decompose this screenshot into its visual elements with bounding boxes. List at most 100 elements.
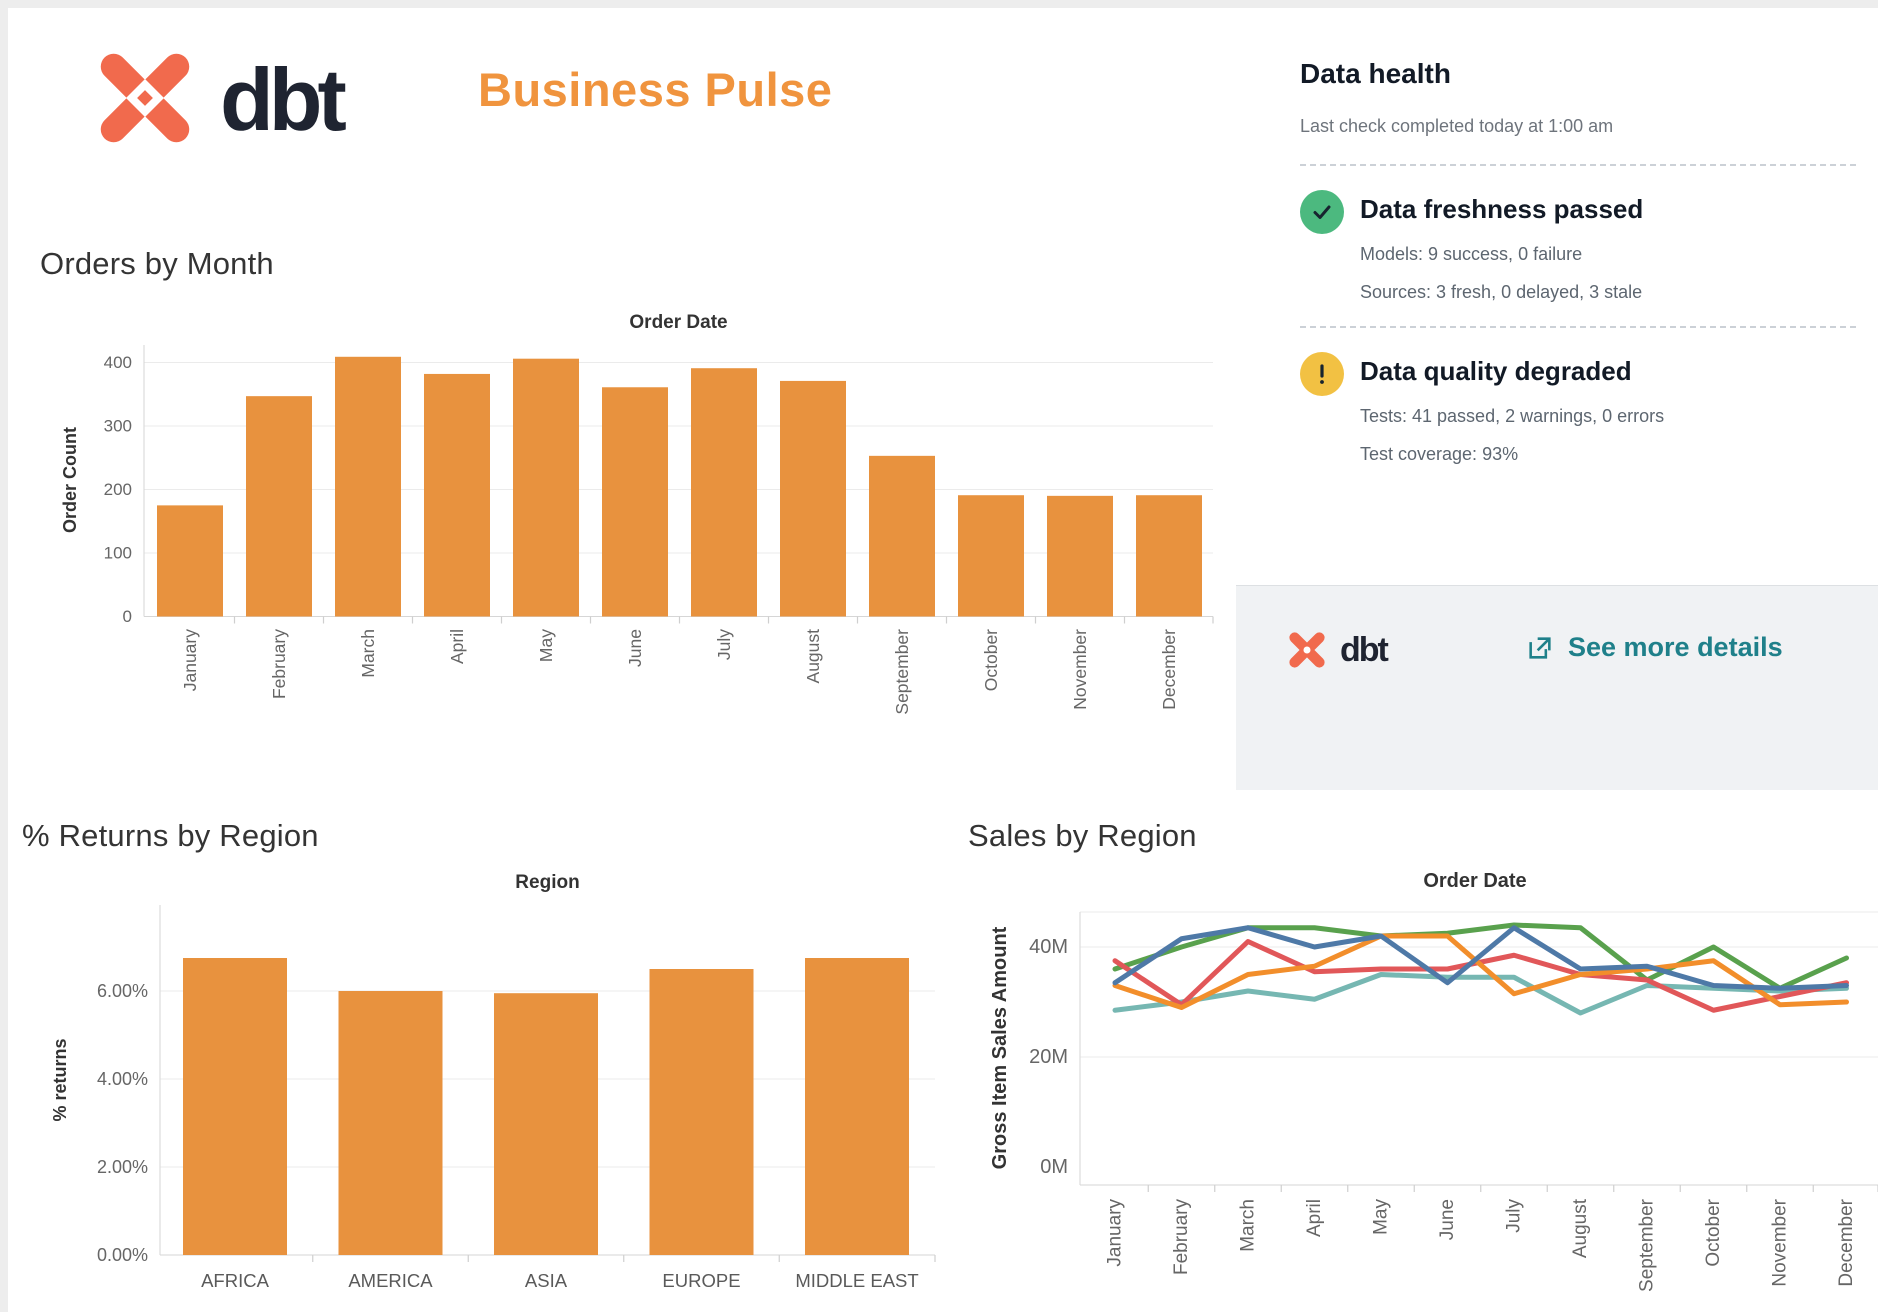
- bar-august[interactable]: [780, 380, 846, 617]
- x-tick-label: August: [1570, 1198, 1591, 1258]
- bar-july[interactable]: [691, 368, 757, 617]
- dbt-logo-icon: [100, 53, 190, 143]
- y-tick-label: 200: [104, 480, 132, 499]
- y-tick-label: 0.00%: [97, 1245, 148, 1265]
- y-axis-title: Gross Item Sales Amount: [989, 926, 1011, 1169]
- data-health-last-check: Last check completed today at 1:00 am: [1300, 116, 1614, 136]
- page-title: Business Pulse: [478, 63, 833, 116]
- x-tick-label: October: [981, 629, 1001, 691]
- bar-september[interactable]: [869, 455, 935, 617]
- y-tick-label: 100: [104, 544, 132, 563]
- data-health-footer: dbt See more details: [1236, 585, 1878, 790]
- x-tick-label: AFRICA: [201, 1270, 270, 1291]
- y-tick-label: 0M: [1040, 1156, 1068, 1178]
- status-warning-badge: [1300, 352, 1344, 396]
- status-detail: Test coverage: 93%: [1360, 444, 1519, 464]
- y-tick-label: 400: [104, 353, 132, 372]
- check-icon: [1313, 205, 1331, 219]
- bar-february[interactable]: [246, 396, 312, 617]
- x-tick-label: June: [625, 629, 645, 667]
- returns-x-axis-title: Region: [515, 872, 580, 893]
- returns-by-region-title: % Returns by Region: [22, 818, 319, 853]
- bar-may[interactable]: [513, 358, 579, 617]
- status-title: Data quality degraded: [1360, 356, 1632, 386]
- dbt-footer-wordmark: dbt: [1340, 630, 1389, 669]
- x-tick-label: May: [536, 629, 556, 662]
- x-tick-label: MIDDLE EAST: [795, 1270, 918, 1291]
- x-tick-label: April: [447, 629, 467, 664]
- see-more-details-link[interactable]: See more details: [1526, 632, 1783, 663]
- see-more-details-label: See more details: [1568, 632, 1783, 662]
- y-tick-label: 2.00%: [97, 1157, 148, 1177]
- dbt-wordmark: dbt: [220, 50, 347, 149]
- x-tick-label: December: [1159, 629, 1179, 710]
- bar-january[interactable]: [157, 505, 223, 617]
- window-left-edge: [0, 0, 8, 1312]
- y-tick-label: 40M: [1029, 936, 1068, 958]
- y-tick-label: 6.00%: [97, 981, 148, 1001]
- x-tick-label: November: [1770, 1198, 1791, 1286]
- sales-x-axis-title: Order Date: [1423, 870, 1527, 892]
- returns-by-region-chart: 0.00% 2.00% 4.00% 6.00% AFRICA AMERICA ASIA EUR…: [50, 905, 936, 1291]
- x-tick-label: April: [1304, 1199, 1325, 1237]
- status-passed-badge: [1300, 190, 1344, 234]
- divider: [1300, 164, 1856, 166]
- x-tick-label: March: [1238, 1199, 1259, 1252]
- y-tick-label: 300: [104, 417, 132, 436]
- dbt-logo-icon: [1289, 632, 1325, 668]
- x-tick-label: February: [1171, 1199, 1192, 1276]
- data-health-title: Data health: [1300, 58, 1451, 89]
- exclamation-icon: [1320, 364, 1324, 384]
- y-axis-title: Order Count: [60, 427, 80, 533]
- bar-april[interactable]: [424, 373, 490, 617]
- x-tick-label: AMERICA: [348, 1270, 433, 1291]
- divider: [1300, 326, 1856, 328]
- bar-asia[interactable]: [494, 993, 598, 1255]
- x-tick-label: June: [1437, 1199, 1458, 1240]
- x-tick-label: February: [269, 629, 289, 699]
- status-title: Data freshness passed: [1360, 194, 1644, 224]
- x-tick-label: January: [1105, 1199, 1126, 1267]
- x-tick-label: ASIA: [525, 1270, 568, 1291]
- bar-america[interactable]: [338, 991, 443, 1255]
- external-link-icon: [1529, 636, 1551, 659]
- sales-by-region-chart: 0M 20M 40M January February March April May June…: [989, 911, 1878, 1292]
- status-detail: Tests: 41 passed, 2 warnings, 0 errors: [1360, 406, 1665, 426]
- bar-europe[interactable]: [649, 969, 754, 1255]
- line-series-blue[interactable]: [1112, 925, 1849, 991]
- orders-by-month-chart: 0 100 200 300 400 January February March April Ma…: [60, 345, 1214, 715]
- bar-africa[interactable]: [183, 958, 287, 1255]
- orders-by-month-title: Orders by Month: [40, 246, 274, 281]
- x-tick-label: August: [803, 629, 823, 684]
- window-top-edge: [0, 0, 1878, 8]
- line-series-orange[interactable]: [1112, 933, 1849, 1010]
- data-health-panel: Data health Last check completed today a…: [1236, 8, 1878, 790]
- bar-june[interactable]: [602, 387, 668, 617]
- x-tick-label: December: [1836, 1198, 1857, 1286]
- bar-december[interactable]: [1136, 495, 1202, 617]
- x-tick-label: January: [180, 629, 200, 692]
- orders-x-axis-title: Order Date: [629, 312, 728, 333]
- bar-november[interactable]: [1047, 495, 1113, 617]
- x-tick-label: November: [1070, 629, 1090, 710]
- bar-march[interactable]: [335, 356, 401, 617]
- line-series-teal[interactable]: [1112, 972, 1849, 1016]
- y-tick-label: 0: [123, 607, 132, 626]
- x-tick-label: July: [1504, 1199, 1525, 1233]
- dbt-footer-logo: dbt: [1284, 628, 1389, 672]
- x-tick-label: EUROPE: [662, 1270, 740, 1291]
- x-tick-label: September: [1637, 1198, 1658, 1292]
- status-detail: Models: 9 success, 0 failure: [1360, 244, 1583, 264]
- bar-october[interactable]: [958, 495, 1024, 617]
- x-tick-label: September: [892, 629, 912, 715]
- x-tick-label: March: [358, 629, 378, 678]
- bar-middle-east[interactable]: [805, 958, 909, 1255]
- x-tick-label: October: [1703, 1198, 1724, 1266]
- y-tick-label: 4.00%: [97, 1069, 148, 1089]
- y-tick-label: 20M: [1029, 1046, 1068, 1068]
- x-tick-label: July: [714, 629, 734, 660]
- sales-by-region-title: Sales by Region: [968, 818, 1197, 853]
- dbt-logo: dbt: [86, 42, 347, 154]
- x-tick-label: May: [1371, 1199, 1392, 1235]
